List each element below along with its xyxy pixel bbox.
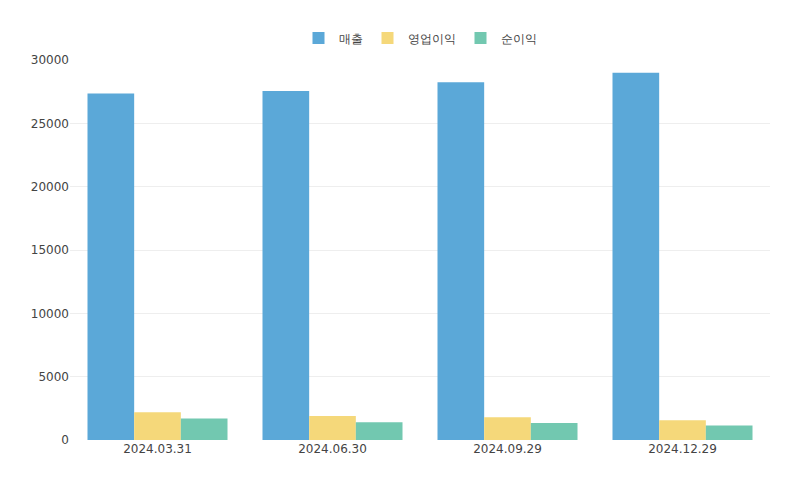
svg-text:20000: 20000 [31, 180, 69, 194]
svg-text:2024.12.29: 2024.12.29 [648, 442, 717, 456]
svg-text:2024.06.30: 2024.06.30 [298, 442, 367, 456]
svg-text:2024.03.31: 2024.03.31 [123, 442, 192, 456]
svg-text:5000: 5000 [38, 370, 69, 384]
svg-text:매출: 매출 [339, 32, 363, 46]
svg-text:30000: 30000 [31, 53, 69, 67]
svg-text:15000: 15000 [31, 243, 69, 257]
svg-text:2024.09.29: 2024.09.29 [473, 442, 542, 456]
svg-text:순이익: 순이익 [501, 32, 537, 46]
svg-text:영업이익: 영업이익 [408, 32, 456, 46]
svg-text:0: 0 [61, 433, 69, 447]
svg-text:25000: 25000 [31, 117, 69, 131]
svg-text:10000: 10000 [31, 307, 69, 321]
